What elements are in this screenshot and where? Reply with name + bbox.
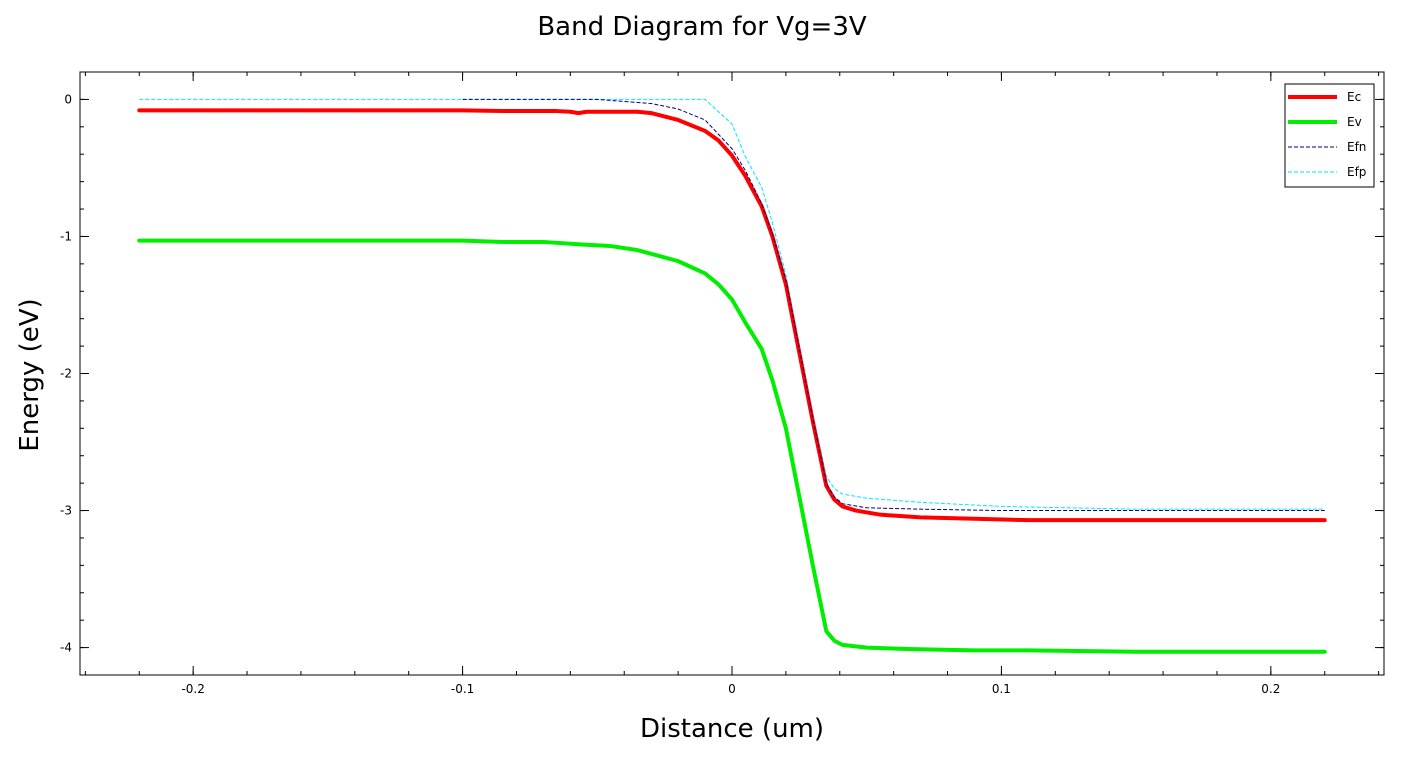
series-line-efp: [139, 98, 1325, 510]
x-tick-label: 0.2: [1261, 682, 1280, 696]
legend-label-efp: Efp: [1347, 165, 1366, 179]
tick-layer: -0.2 -0.1 0 0.1 0.2 0 -1 -2 -3 -4: [60, 71, 1384, 696]
series-line-ev: [137, 238, 1327, 654]
chart-title: Band Diagram for Vg=3V: [537, 12, 867, 42]
series-line-efn: [462, 98, 1325, 512]
x-tick-label: -0.2: [181, 682, 204, 696]
y-tick-label: -3: [60, 504, 72, 518]
legend-label-ev: Ev: [1347, 115, 1362, 129]
series-line-ec: [137, 108, 1327, 523]
legend-label-efn: Efn: [1347, 140, 1366, 154]
legend-box: [1284, 83, 1375, 188]
y-tick-label: -2: [60, 367, 72, 381]
y-tick-label: 0: [64, 92, 72, 106]
x-tick-label: -0.1: [451, 682, 474, 696]
legend: Ec Ev Efn Efp: [1284, 83, 1375, 188]
plot-frame: [79, 71, 1385, 676]
legend-label-ec: Ec: [1347, 90, 1361, 104]
x-tick-label: 0.1: [992, 682, 1011, 696]
series-layer: [137, 98, 1327, 654]
x-axis-label: Distance (um): [639, 714, 825, 744]
x-tick-label: 0: [728, 682, 736, 696]
y-tick-label: -1: [60, 229, 72, 243]
y-tick-label: -4: [60, 641, 72, 655]
